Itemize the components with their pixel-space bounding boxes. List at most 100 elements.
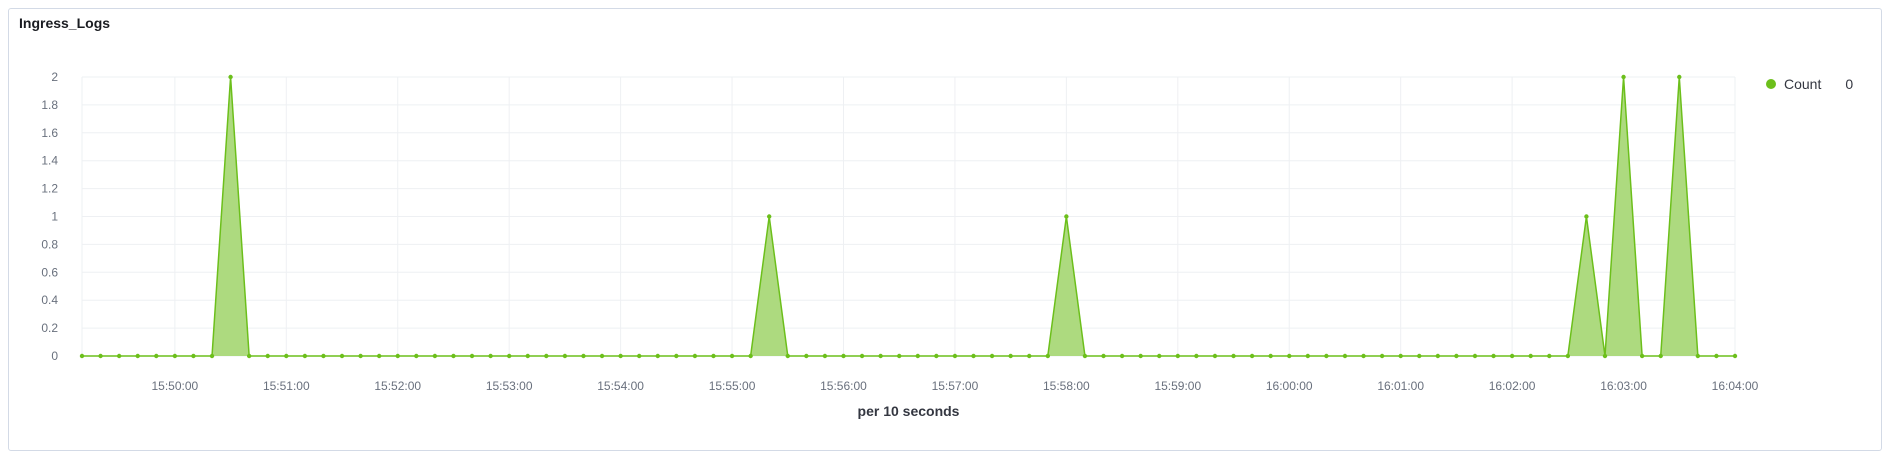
data-point [1045,353,1050,359]
x-tick-label: 15:54:00 [597,379,644,393]
x-tick-label: 15:55:00 [709,379,756,393]
data-point [1101,353,1106,359]
legend[interactable]: Count 0 [1766,76,1853,92]
data-point [1565,353,1571,359]
grid [81,76,1736,357]
data-point [1175,353,1181,359]
y-tick-label: 0.8 [41,237,58,251]
data-point [934,353,939,359]
data-point [1491,353,1496,359]
data-point [116,353,122,359]
data-point [655,353,660,359]
data-point [785,353,790,359]
y-axis: 0 0.2 0.4 0.6 0.8 1 1.2 1.4 1.6 1.8 2 [41,70,58,363]
data-point [451,353,456,359]
data-point [1602,353,1608,359]
data-point [878,353,883,359]
data-point [135,353,140,359]
legend-value: 0 [1845,76,1854,92]
series-line [82,76,1735,357]
x-tick-label: 16:01:00 [1377,379,1424,393]
data-point [599,353,605,359]
data-point [469,353,475,359]
data-point [525,353,530,359]
data-point [674,353,679,359]
y-tick-label: 1.4 [41,154,58,168]
data-point [562,353,568,359]
x-axis-title: per 10 seconds [858,403,960,419]
data-point [1695,353,1701,359]
data-point [98,353,103,359]
data-point [1584,214,1589,219]
data-point [1732,353,1738,359]
data-point [1417,353,1422,359]
data-point [1305,353,1311,359]
data-point [1119,353,1125,359]
data-point [1194,353,1199,359]
data-point [1008,353,1013,359]
data-point [1621,74,1626,80]
data-point [284,353,289,359]
data-point [952,353,958,359]
legend-swatch [1766,79,1776,89]
data-point [748,353,753,359]
x-tick-label: 15:51:00 [263,379,310,393]
x-tick-label: 16:00:00 [1266,379,1313,393]
x-tick-label: 15:50:00 [152,379,199,393]
x-tick-label: 15:56:00 [820,379,867,393]
data-point [1528,353,1533,359]
data-point [1658,353,1663,359]
data-point [1454,353,1459,359]
data-point [1138,353,1143,359]
x-tick-label: 15:58:00 [1043,379,1090,393]
data-point [1064,214,1069,219]
panel-title: Ingress_Logs [19,15,111,31]
y-tick-label: 0.2 [41,321,58,335]
data-point [711,353,716,359]
data-point [1361,353,1366,359]
y-tick-label: 2 [51,70,58,84]
data-point [1212,353,1218,359]
data-point [1157,353,1162,359]
data-point [302,353,308,359]
data-point [414,353,419,359]
data-point [506,353,512,359]
data-point [1379,353,1385,359]
data-point [1231,353,1236,359]
data-point [246,353,252,359]
data-point [1324,353,1329,359]
x-tick-label: 15:59:00 [1154,379,1201,393]
y-tick-label: 1.6 [41,126,58,140]
data-point [971,353,976,359]
y-tick-label: 0 [51,349,58,363]
data-point [822,353,828,359]
y-tick-label: 1 [51,210,58,224]
data-point [636,353,642,359]
data-point [488,353,493,359]
data-point [915,353,920,359]
data-point [767,214,772,219]
legend-label: Count [1784,76,1822,92]
data-point [172,353,178,359]
data-point [859,353,865,359]
data-point [209,353,215,359]
data-point [692,353,698,359]
data-point [804,353,809,359]
x-tick-label: 15:52:00 [374,379,421,393]
data-point [1547,353,1552,359]
data-point [1249,353,1255,359]
data-point [618,353,623,359]
data-point [729,353,735,359]
y-tick-label: 1.2 [41,182,58,196]
data-point [1472,353,1478,359]
data-point [1509,353,1515,359]
data-point [897,353,902,359]
data-point [228,74,233,80]
data-point [1398,353,1403,359]
data-point [1677,74,1682,80]
data-point [989,353,995,359]
data-point [154,353,159,359]
data-point [395,353,400,359]
y-tick-label: 1.8 [41,98,58,112]
